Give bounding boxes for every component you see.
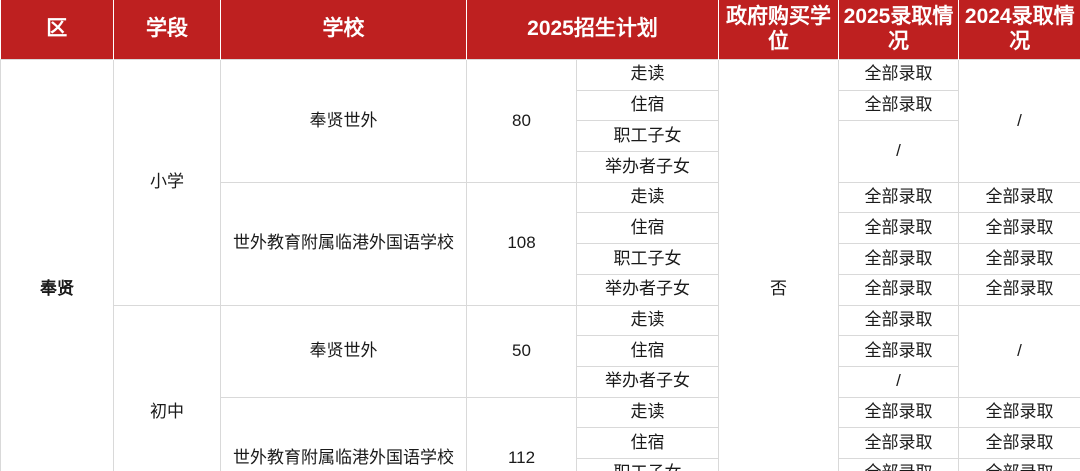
school-name-cell: 奉贤世外 xyxy=(220,304,467,398)
table-row: 初中 奉贤世外 50 走读 全部录取 / xyxy=(1,304,1080,471)
table-row: 住宿 全部录取 全部录取 xyxy=(1,427,1080,459)
category-cell: 住宿 xyxy=(576,335,719,367)
school-name-cell: 世外教育附属临港外国语学校 xyxy=(220,396,467,471)
result-2025-cell: / xyxy=(838,365,959,398)
category-cell: 住宿 xyxy=(576,427,719,459)
result-2024-cell: 全部录取 xyxy=(958,243,1080,275)
table-header: 区 学段 学校 2025招生计划 政府购买学位 2025录取情况 2024录取情… xyxy=(0,0,1080,60)
table-row: 世外教育附属临港外国语学校 112 走读 全部录取 全部录取 xyxy=(1,396,1080,471)
result-2025-cell: 全部录取 xyxy=(838,396,959,429)
table-row: 职工子女 全部录取全部录取 xyxy=(1,243,1080,275)
table-row: 举办者子女 xyxy=(1,151,1080,183)
table-row: 举办者子女 全部录取 全部录取 xyxy=(1,273,1080,306)
result-2025-cell: 全部录取 xyxy=(838,304,959,337)
table-body: 奉贤 小学 奉贤世外 80 走读否全部录取 / 住宿 全部录取 职工子女 / 举办者子女 世外教育附属… xyxy=(0,58,1080,471)
category-cell: 职工子女 xyxy=(576,457,719,471)
result-2024-cell: 全部录取 xyxy=(958,457,1080,471)
result-2025-cell: 全部录取 xyxy=(838,273,959,306)
col-header-result2024: 2024录取情况 xyxy=(958,0,1080,60)
table-row: 住宿 全部录取 全部录取 xyxy=(1,212,1080,245)
school-name-cell: 奉贤世外 xyxy=(220,59,467,183)
stage-cell: 小学 xyxy=(113,59,221,306)
result-2025-cell: 全部录取 xyxy=(838,181,959,214)
result-2025-cell: 全部录取 xyxy=(838,89,959,122)
result-2025-cell: 全部录取 xyxy=(838,427,959,459)
col-header-gov-purchase: 政府购买学位 xyxy=(718,0,839,60)
plan-count-cell: 112 xyxy=(466,396,577,471)
category-cell: 走读 xyxy=(576,304,719,337)
result-2025-cell: 全部录取 xyxy=(838,335,959,367)
result-2025-cell: 全部录取 xyxy=(838,212,959,245)
district-cell: 奉贤 xyxy=(0,58,114,471)
col-header-district: 区 xyxy=(0,0,114,60)
school-name-cell: 世外教育附属临港外国语学校 xyxy=(220,181,467,306)
plan-count-cell: 108 xyxy=(466,181,577,306)
col-header-result2025: 2025录取情况 xyxy=(838,0,959,60)
result-2024-cell: 全部录取 xyxy=(958,427,1080,459)
category-cell: 住宿 xyxy=(576,212,719,245)
table-row: 奉贤 小学 奉贤世外 80 走读否全部录取 / xyxy=(0,58,1080,471)
result-2024-cell: / xyxy=(958,59,1080,183)
result-2024-cell: 全部录取 xyxy=(958,273,1080,306)
col-header-stage: 学段 xyxy=(113,0,221,60)
result-2024-cell: 全部录取 xyxy=(958,212,1080,245)
category-cell: 走读 xyxy=(576,181,719,214)
table-row: 举办者子女 / xyxy=(1,365,1080,398)
category-cell: 走读 xyxy=(576,59,719,91)
table-row: 职工子女 / xyxy=(1,120,1080,183)
result-2024-cell: 全部录取 xyxy=(958,396,1080,429)
category-cell: 举办者子女 xyxy=(576,151,719,183)
category-cell: 住宿 xyxy=(576,89,719,122)
stage-cell: 初中 xyxy=(113,304,221,471)
header-row: 区 学段 学校 2025招生计划 政府购买学位 2025录取情况 2024录取情… xyxy=(0,0,1080,60)
result-2024-cell: 全部录取 xyxy=(958,181,1080,214)
category-cell: 职工子女 xyxy=(576,243,719,275)
category-cell: 举办者子女 xyxy=(576,365,719,398)
col-header-plan2025: 2025招生计划 xyxy=(466,0,719,60)
category-cell: 职工子女 xyxy=(576,120,719,153)
category-cell: 走读 xyxy=(576,396,719,429)
gov-purchase-cell: 否 xyxy=(718,58,839,471)
plan-count-cell: 80 xyxy=(466,59,577,183)
table-row: 住宿 全部录取 xyxy=(1,335,1080,367)
result-2025-cell: 全部录取 xyxy=(838,243,959,275)
result-2025-cell: 全部录取 xyxy=(838,457,959,471)
result-2025-cell: / xyxy=(838,120,959,183)
category-cell: 举办者子女 xyxy=(576,273,719,306)
result-2025-cell: 全部录取 xyxy=(838,59,959,91)
col-header-school: 学校 xyxy=(220,0,467,60)
plan-count-cell: 50 xyxy=(466,304,577,398)
result-2024-cell: / xyxy=(958,304,1080,398)
table-row: 住宿 全部录取 xyxy=(1,89,1080,122)
